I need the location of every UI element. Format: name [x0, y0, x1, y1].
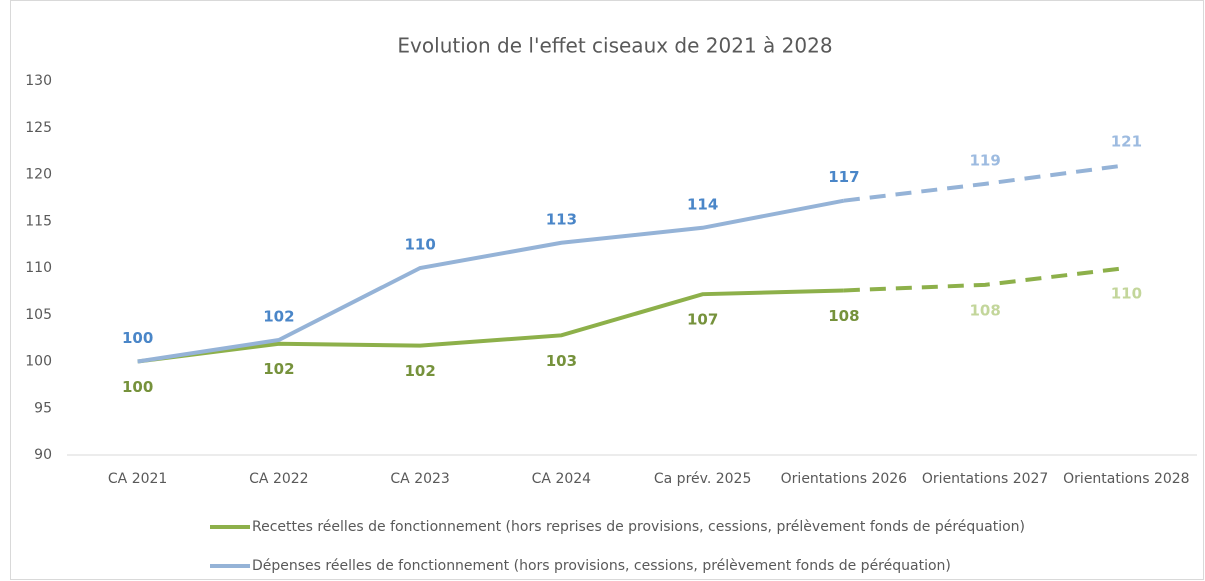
- data-label: 100: [122, 329, 153, 347]
- x-tick-label: CA 2023: [390, 471, 449, 487]
- data-label: 114: [687, 195, 718, 213]
- x-tick-label: Ca prév. 2025: [654, 471, 751, 487]
- data-label: 103: [546, 352, 577, 370]
- projected-line: [843, 266, 1127, 293]
- data-label: 110: [1111, 285, 1142, 303]
- y-tick-label: 115: [25, 213, 52, 229]
- series-line: [137, 198, 845, 364]
- legend-label: Recettes réelles de fonctionnement (hors…: [252, 519, 1025, 535]
- y-tick-label: 130: [25, 73, 52, 89]
- data-label: 108: [828, 307, 859, 325]
- data-label: 102: [263, 360, 294, 378]
- x-tick-label: Orientations 2027: [922, 471, 1048, 487]
- data-label: 102: [263, 307, 294, 325]
- data-label: 121: [1111, 133, 1142, 151]
- y-tick-label: 125: [25, 120, 52, 136]
- projected-line: [843, 163, 1127, 203]
- data-label: 110: [404, 236, 435, 254]
- x-tick-label: CA 2024: [532, 471, 592, 487]
- x-tick-label: CA 2021: [108, 471, 167, 487]
- y-tick-label: 95: [34, 400, 52, 416]
- data-label: 117: [828, 168, 859, 186]
- y-tick-label: 120: [25, 167, 52, 183]
- data-label: 102: [404, 362, 435, 380]
- data-label: 107: [687, 311, 718, 329]
- y-tick-label: 110: [25, 260, 52, 276]
- chart-frame: [10, 0, 1204, 580]
- data-label: 113: [546, 210, 577, 228]
- x-tick-label: CA 2022: [249, 471, 308, 487]
- y-tick-label: 105: [25, 307, 52, 323]
- y-tick-label: 90: [34, 447, 52, 463]
- series-line: [137, 288, 844, 364]
- y-tick-label: 100: [25, 354, 52, 370]
- chart-title: Evolution de l'effet ciseaux de 2021 à 2…: [397, 34, 832, 58]
- legend-label: Dépenses réelles de fonctionnement (hors…: [252, 558, 951, 574]
- x-tick-label: Orientations 2028: [1063, 471, 1189, 487]
- x-tick-label: Orientations 2026: [781, 471, 908, 487]
- data-label: 108: [969, 301, 1000, 319]
- data-label: 119: [969, 151, 1000, 169]
- data-label: 100: [122, 378, 153, 396]
